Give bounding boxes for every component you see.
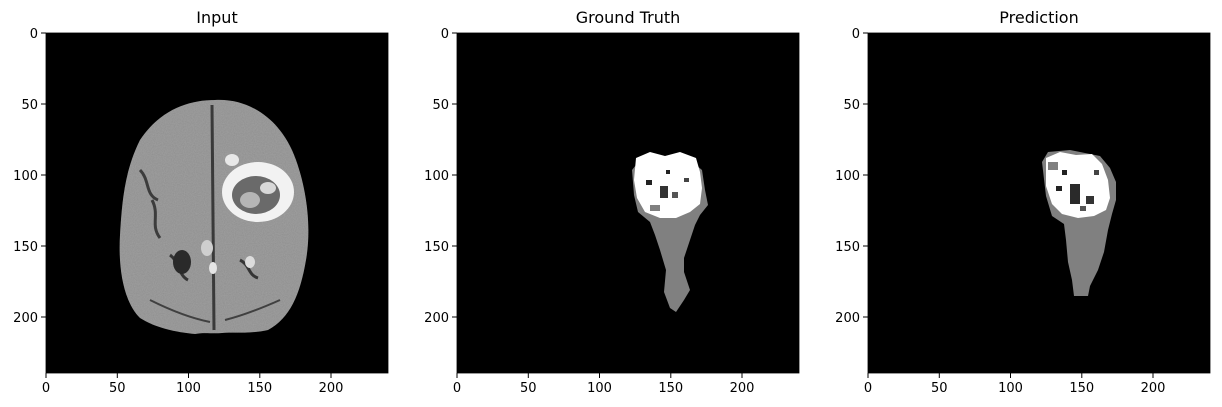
y-tick-label: 50 [843,98,860,113]
tumor [222,154,294,222]
y-tick-label: 0 [30,27,38,42]
prediction-mask [868,33,1210,373]
x-tick-label: 100 [176,381,201,396]
x-tick-label: 0 [864,381,872,396]
x-tick-label: 200 [730,381,755,396]
y-axis: 0 50 100 150 200 [13,27,46,326]
x-axis: 0 50 100 150 200 [864,373,1166,396]
y-tick-label: 100 [424,169,449,184]
y-tick-label: 50 [432,98,449,113]
panel-ground-truth: Ground Truth 0 50 100 150 200 [424,8,800,396]
x-tick-label: 0 [42,381,50,396]
x-tick-label: 100 [998,381,1023,396]
y-tick-label: 0 [441,27,449,42]
y-tick-label: 150 [424,240,449,255]
y-tick-label: 100 [13,169,38,184]
x-tick-label: 200 [1141,381,1166,396]
segmentation-mask [457,33,799,373]
y-tick-label: 200 [835,311,860,326]
x-tick-label: 150 [658,381,683,396]
x-tick-label: 150 [247,381,272,396]
x-tick-label: 100 [587,381,612,396]
y-tick-label: 200 [424,311,449,326]
panel-input: Input [13,8,389,396]
mri-image [46,33,388,373]
x-axis: 0 50 100 150 200 [42,373,344,396]
x-axis: 0 50 100 150 200 [453,373,755,396]
panel-title: Ground Truth [576,8,681,27]
x-tick-label: 50 [931,381,948,396]
y-tick-label: 0 [852,27,860,42]
panel-title: Input [196,8,237,27]
x-tick-label: 50 [109,381,126,396]
x-tick-label: 0 [453,381,461,396]
y-tick-label: 100 [835,169,860,184]
x-tick-label: 50 [520,381,537,396]
x-tick-label: 150 [1069,381,1094,396]
panel-prediction: Prediction 0 50 100 150 [835,8,1211,396]
panel-title: Prediction [999,8,1078,27]
mask-core [634,152,702,218]
y-axis: 0 50 100 150 200 [424,27,457,326]
y-tick-label: 150 [13,240,38,255]
x-tick-label: 200 [319,381,344,396]
y-tick-label: 50 [21,98,38,113]
y-tick-label: 200 [13,311,38,326]
y-tick-label: 150 [835,240,860,255]
y-axis: 0 50 100 150 200 [835,27,868,326]
